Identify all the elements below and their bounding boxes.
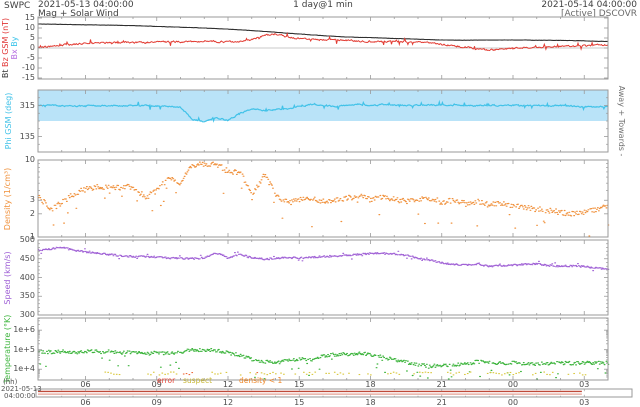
flag-legend-density: density < 1 [239,375,283,385]
status-label: [Active] DSCOVR [561,9,637,19]
plot-title: Mag + Solar Wind [38,9,119,19]
footer-start-date: 2021-05-13 [1,385,42,393]
source-label: SWPC [4,1,31,11]
hh-axis-unit: (hh) [3,378,18,386]
footer-start-time: 04:00:00 [4,392,36,400]
flag-legend-suspect: suspect [183,375,213,385]
start-datetime: 2021-05-13 04:00:00 [38,0,134,10]
resolution-label: 1 day@1 min [293,0,353,10]
flag-legend-error: error [157,375,176,385]
end-datetime: 2021-05-14 04:00:00 [541,0,637,10]
